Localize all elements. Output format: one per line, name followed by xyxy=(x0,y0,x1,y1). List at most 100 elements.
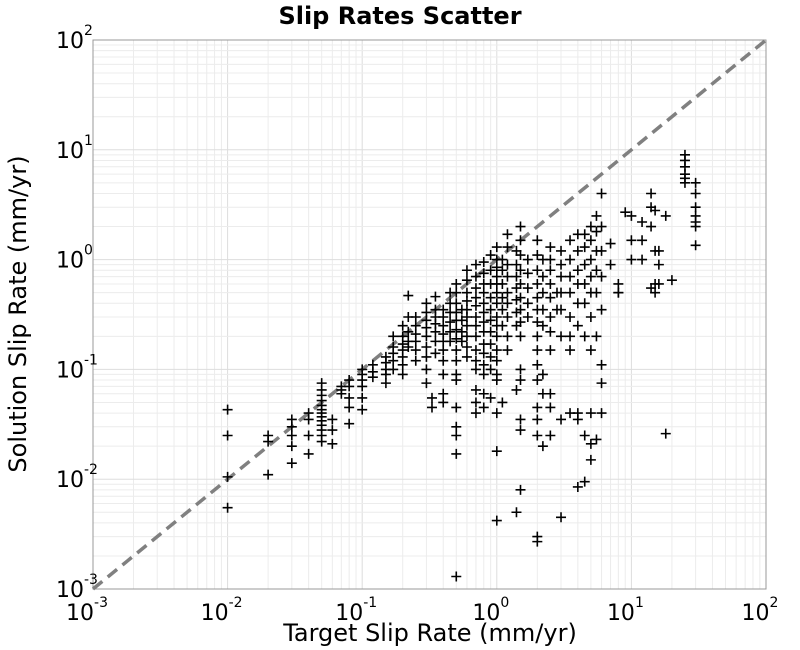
data-point xyxy=(222,471,233,482)
data-point xyxy=(532,414,543,425)
data-point xyxy=(421,331,432,342)
data-point xyxy=(637,254,648,265)
data-point xyxy=(222,502,233,513)
data-point xyxy=(451,375,462,386)
data-point xyxy=(357,392,368,403)
data-point xyxy=(556,245,567,256)
data-point xyxy=(515,265,526,276)
data-point xyxy=(502,312,513,323)
data-point xyxy=(532,536,543,547)
data-point xyxy=(596,188,607,199)
data-point xyxy=(451,402,462,413)
data-point xyxy=(585,221,596,232)
data-point xyxy=(491,408,502,419)
data-point xyxy=(572,481,583,492)
data-point xyxy=(303,414,314,425)
data-point xyxy=(478,317,489,328)
data-point xyxy=(515,484,526,495)
data-point xyxy=(515,414,526,425)
data-point xyxy=(690,240,701,251)
data-point xyxy=(397,320,408,331)
data-point xyxy=(515,304,526,315)
data-point xyxy=(456,315,467,326)
data-point xyxy=(303,448,314,459)
data-point xyxy=(596,221,607,232)
data-point xyxy=(545,254,556,265)
data-point xyxy=(585,312,596,323)
data-point xyxy=(222,430,233,441)
y-tick-label: 100 xyxy=(56,243,93,274)
data-point xyxy=(491,515,502,526)
data-point xyxy=(515,375,526,386)
data-point xyxy=(556,414,567,425)
data-point xyxy=(591,226,602,237)
data-point xyxy=(461,295,472,306)
data-point xyxy=(497,292,508,303)
data-point xyxy=(585,345,596,356)
data-point xyxy=(421,298,432,309)
x-tick-label: 101 xyxy=(607,595,644,626)
data-point xyxy=(470,300,481,311)
data-point xyxy=(451,355,462,366)
data-point xyxy=(461,341,472,352)
data-point xyxy=(653,259,664,270)
data-point xyxy=(572,265,583,276)
data-point xyxy=(646,188,657,199)
data-point xyxy=(515,317,526,328)
x-tick-label: 10-2 xyxy=(201,595,243,626)
data-point xyxy=(410,355,421,366)
chart-title: Slip Rates Scatter xyxy=(278,2,521,30)
data-point xyxy=(263,469,274,480)
data-point xyxy=(485,392,496,403)
data-point xyxy=(426,392,437,403)
data-point xyxy=(410,336,421,347)
data-point xyxy=(380,369,391,380)
reference-line xyxy=(91,38,768,591)
data-point xyxy=(327,414,338,425)
data-point xyxy=(565,271,576,282)
data-point xyxy=(626,254,637,265)
data-point xyxy=(637,235,648,246)
data-point xyxy=(263,436,274,447)
data-point xyxy=(522,312,533,323)
data-point xyxy=(470,331,481,342)
data-point xyxy=(438,388,449,399)
data-point xyxy=(470,271,481,282)
data-point xyxy=(286,430,297,441)
data-point xyxy=(502,287,513,298)
data-point xyxy=(421,341,432,352)
data-point xyxy=(303,430,314,441)
data-point xyxy=(403,326,414,337)
y-tick-label: 10-3 xyxy=(56,572,98,603)
data-point xyxy=(579,242,590,253)
data-point xyxy=(591,331,602,342)
data-point xyxy=(545,312,556,323)
data-point xyxy=(286,421,297,432)
data-point xyxy=(461,312,472,323)
data-point xyxy=(327,425,338,436)
data-point xyxy=(286,458,297,469)
data-point xyxy=(410,345,421,356)
data-point xyxy=(660,428,671,439)
data-point xyxy=(596,378,607,389)
data-point xyxy=(357,404,368,415)
data-point xyxy=(502,259,513,270)
y-tick-label: 10-1 xyxy=(56,352,98,383)
data-point xyxy=(585,254,596,265)
data-point xyxy=(497,265,508,276)
data-point xyxy=(556,304,567,315)
data-point xyxy=(532,292,543,303)
data-point xyxy=(532,278,543,289)
data-point xyxy=(451,298,462,309)
data-point xyxy=(478,359,489,370)
data-point xyxy=(545,278,556,289)
data-point xyxy=(430,348,441,359)
y-axis-ticks: 10-3 10-2 10-1 100 101 102 xyxy=(56,23,98,603)
data-point xyxy=(445,317,456,328)
data-point xyxy=(532,359,543,370)
data-point xyxy=(679,177,690,188)
grid xyxy=(92,40,766,590)
data-point xyxy=(565,254,576,265)
data-point xyxy=(660,210,671,221)
